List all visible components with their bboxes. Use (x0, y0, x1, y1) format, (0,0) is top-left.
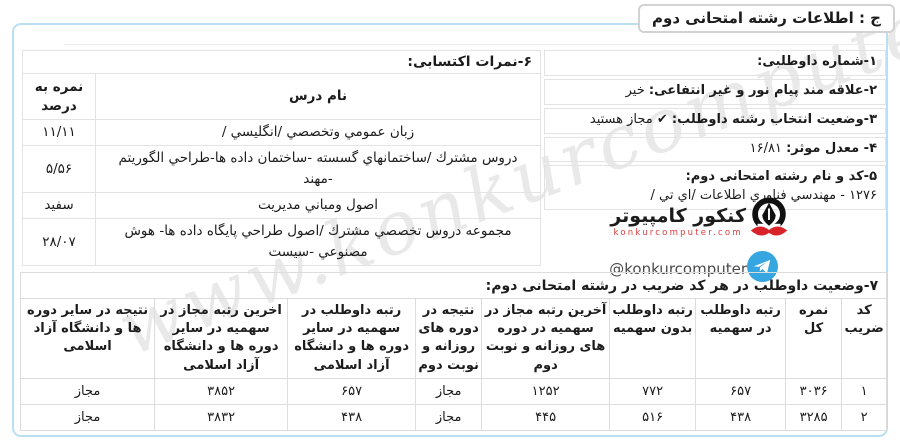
info-item-value: ✔ مجاز هستید (589, 111, 668, 127)
brand-domain: konkurcomputer.com (613, 227, 743, 238)
table-row: اصول ومباني مديريت سفید (21, 191, 542, 219)
brand-name: کنکور کامپیوتر (610, 204, 746, 227)
quota-header-cell: نتیجه در دوره های روزانه و نوبت دوم (415, 298, 483, 379)
quota-header-cell: رتبه داوطلب در سهمیه (695, 298, 787, 379)
quota-cell: ۳۲۸۵ (785, 404, 843, 431)
info-item-value: خیر (625, 82, 645, 98)
info-item-effective-gpa: ۴- معدل موثر: ۱۶/۸۱ (544, 136, 886, 163)
info-list: ۱-شماره داوطلبی: ۲-علاقه مند پیام نور و … (544, 50, 886, 213)
quota-cell: ۳۸۵۲ (154, 378, 289, 405)
info-item-applicant-number: ۱-شماره داوطلبی: (544, 50, 886, 76)
score-value-cell: ۲۸/۰۷ (21, 217, 97, 266)
pen-nib-logo-icon (746, 196, 792, 246)
table-row: مجموعه دروس تخصصي مشترك /اصول طراحي پايگ… (21, 217, 542, 266)
score-value-cell: ۱۱/۱۱ (21, 119, 97, 146)
quota-section-title: ۷-وضعیت داوطلب در هر کد ضریب در رشته امت… (19, 272, 888, 299)
course-name-cell: دروس مشترك /ساختمانهاي گسسته -ساختمان دا… (95, 144, 542, 193)
score-value-cell: ۵/۵۶ (21, 144, 97, 193)
quota-cell: ۵۱۶ (609, 404, 697, 431)
table-row: زبان عمومي وتخصصي /انگليسي / ۱۱/۱۱ (21, 119, 542, 146)
info-item-value: ۱۶/۸۱ (749, 140, 782, 156)
quota-cell: ۳۸۳۲ (154, 404, 289, 431)
quota-cell: مجاز (415, 378, 483, 405)
quota-cell: ۳۰۳۶ (785, 378, 843, 405)
scores-header-course: نام درس (95, 73, 542, 120)
quota-cell: ۲ (841, 404, 888, 431)
info-item-label: ۴- معدل موثر: (786, 140, 877, 156)
score-value-cell: سفید (21, 191, 97, 219)
quota-header-cell: رتبه داوطلب در سهمیه در سایر دوره ها و د… (287, 298, 417, 379)
quota-cell: مجاز (19, 404, 156, 431)
info-item-payamnoor-interest: ۲-علاقه مند پیام نور و غیر انتفاعی: خیر (544, 78, 886, 105)
info-item-label: ۳-وضعیت انتخاب رشته داوطلب: (671, 111, 877, 127)
scores-table: ۶-نمرات اکتسابی: نام درس نمره به درصد زب… (21, 50, 542, 266)
info-item-label: ۵-کد و نام رشته امتحانی دوم: (685, 169, 877, 185)
quota-header-row: کد ضریب نمره کل رتبه داوطلب در سهمیه رتب… (19, 298, 888, 379)
quota-cell: مجاز (19, 378, 156, 405)
info-item-selection-status: ۳-وضعیت انتخاب رشته داوطلب: ✔ مجاز هستید (544, 107, 886, 134)
divider-line (64, 44, 884, 45)
page-title: ج : اطلاعات رشته امتحانی دوم (638, 4, 895, 33)
quota-cell: ۴۳۸ (695, 404, 787, 431)
quota-cell: ۷۷۲ (609, 378, 697, 405)
quota-cell: ۱۲۵۲ (481, 378, 611, 405)
info-item-second-field-code: ۵-کد و نام رشته امتحانی دوم: ۱۲۷۶ - مهند… (544, 165, 886, 211)
quota-cell: ۴۴۵ (481, 404, 611, 431)
quota-header-cell: رتبه داوطلب بدون سهمیه (609, 298, 697, 379)
info-item-label: ۲-علاقه مند پیام نور و غیر انتفاعی: (648, 82, 877, 98)
course-name-cell: زبان عمومي وتخصصي /انگليسي / (95, 119, 542, 146)
outer-frame (12, 23, 888, 437)
quota-cell: ۶۵۷ (287, 378, 417, 405)
course-name-cell: اصول ومباني مديريت (95, 191, 542, 219)
info-item-value: ۱۲۷۶ - مهندسي فناوري اطلاعات /اي تي / (650, 188, 878, 204)
quota-header-cell: کد ضریب (841, 298, 888, 379)
quota-header-cell: آخرین رتبه مجاز در سهمیه در دوره های روز… (481, 298, 611, 379)
quota-header-cell: اخرین رتبه مجاز در سهمیه در سایر دوره ها… (154, 298, 289, 379)
quota-header-cell: نتیجه در سایر دوره ها و دانشگاه آزاد اسل… (19, 298, 156, 379)
scores-header-score: نمره به درصد (21, 73, 97, 120)
table-row: دروس مشترك /ساختمانهاي گسسته -ساختمان دا… (21, 144, 542, 193)
info-item-label: ۱-شماره داوطلبی: (757, 54, 877, 69)
table-row: ۱ ۳۰۳۶ ۶۵۷ ۷۷۲ ۱۲۵۲ مجاز ۶۵۷ ۳۸۵۲ مجاز (19, 378, 888, 405)
course-name-cell: مجموعه دروس تخصصي مشترك /اصول طراحي پايگ… (95, 217, 542, 266)
quota-cell: ۱ (841, 378, 888, 405)
quota-header-cell: نمره کل (785, 298, 843, 379)
quota-table: ۷-وضعیت داوطلب در هر کد ضریب در رشته امت… (19, 272, 888, 431)
quota-cell: مجاز (415, 404, 483, 431)
table-row: ۲ ۳۲۸۵ ۴۳۸ ۵۱۶ ۴۴۵ مجاز ۴۳۸ ۳۸۳۲ مجاز (19, 404, 888, 431)
scores-section-title: ۶-نمرات اکتسابی: (21, 50, 542, 74)
quota-cell: ۶۵۷ (695, 378, 787, 405)
quota-cell: ۴۳۸ (287, 404, 417, 431)
